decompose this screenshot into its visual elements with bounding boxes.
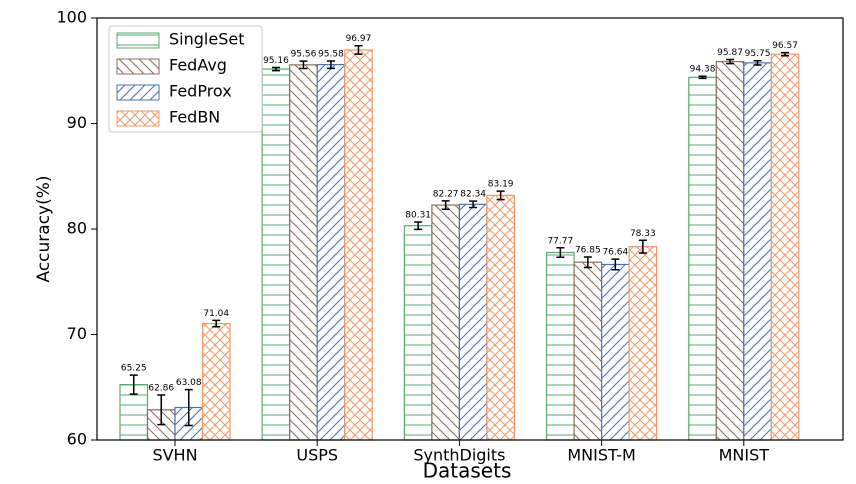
- value-label: 83.19: [488, 180, 514, 190]
- legend-label: FedAvg: [169, 56, 227, 75]
- plot-frame: [96, 17, 844, 441]
- bar: [316, 64, 346, 441]
- value-label: 82.34: [460, 190, 486, 200]
- error-bar: [271, 66, 280, 72]
- value-label: 95.16: [263, 56, 289, 66]
- bar: [715, 60, 745, 441]
- legend-box: [108, 25, 263, 133]
- value-label: 80.31: [405, 211, 431, 221]
- error-bar: [299, 60, 308, 70]
- value-label: 82.27: [433, 189, 459, 199]
- bar: [431, 204, 460, 441]
- value-label: 96.97: [346, 34, 372, 44]
- bar: [600, 263, 630, 441]
- error-bar: [354, 44, 363, 55]
- y-axis-label: Accuracy(%): [34, 175, 54, 282]
- value-label: 76.64: [602, 248, 628, 258]
- legend-swatch: [116, 58, 160, 75]
- error-bar: [583, 256, 592, 269]
- value-label: 77.77: [547, 236, 573, 246]
- value-label: 95.87: [717, 48, 743, 58]
- legend-swatch: [116, 32, 160, 49]
- value-label: 65.25: [121, 364, 147, 374]
- value-label: 78.33: [630, 229, 656, 239]
- value-label: 63.08: [176, 378, 202, 388]
- value-label: 95.58: [318, 49, 344, 59]
- y-tick-label: 100: [56, 8, 87, 27]
- bar: [545, 251, 575, 441]
- legend-label: SingleSet: [169, 30, 244, 49]
- legend-label: FedProx: [169, 82, 232, 101]
- bar: [261, 68, 291, 441]
- value-label: 95.75: [745, 49, 771, 59]
- bar: [289, 64, 318, 441]
- x-tick-label: SynthDigits: [413, 446, 505, 465]
- value-label: 62.86: [148, 384, 174, 394]
- error-bar: [496, 190, 505, 201]
- x-tick-label: USPS: [296, 446, 338, 465]
- x-tick-label: MNIST-M: [567, 446, 636, 465]
- error-bar: [556, 247, 565, 259]
- value-label: 76.85: [575, 245, 601, 255]
- error-bar: [469, 200, 478, 209]
- error-bar: [212, 319, 221, 328]
- bar: [201, 322, 231, 441]
- bar: [344, 49, 373, 441]
- legend-swatch: [116, 84, 160, 101]
- bar: [770, 53, 800, 441]
- error-bar: [157, 394, 166, 426]
- y-tick-label: 80: [67, 219, 87, 238]
- bar: [688, 76, 717, 441]
- bar: [628, 246, 658, 441]
- error-bar: [326, 60, 335, 70]
- value-label: 71.04: [203, 309, 229, 319]
- error-bar: [414, 221, 423, 231]
- value-label: 94.38: [690, 65, 716, 75]
- y-tick-label: 70: [67, 324, 87, 343]
- error-bar: [611, 258, 620, 271]
- error-bar: [129, 374, 138, 395]
- x-axis-label: Datasets: [423, 459, 512, 483]
- bar: [458, 203, 488, 441]
- value-label: 95.56: [291, 50, 317, 60]
- x-tick-label: MNIST: [719, 446, 770, 465]
- error-bar: [441, 200, 450, 211]
- bar: [573, 261, 603, 441]
- error-bar: [184, 388, 193, 427]
- bar: [743, 62, 772, 441]
- bar: [486, 194, 515, 441]
- value-label: 96.57: [772, 41, 798, 51]
- error-bar: [753, 59, 762, 66]
- error-bar: [726, 58, 735, 65]
- error-bar: [781, 51, 790, 57]
- legend-label: FedBN: [169, 108, 220, 127]
- error-bar: [638, 239, 647, 254]
- legend-swatch: [116, 110, 160, 127]
- bar: [403, 225, 433, 441]
- y-tick-label: 60: [67, 430, 87, 449]
- error-bar: [698, 75, 707, 80]
- x-tick-label: SVHN: [152, 446, 197, 465]
- y-tick-label: 90: [67, 113, 87, 132]
